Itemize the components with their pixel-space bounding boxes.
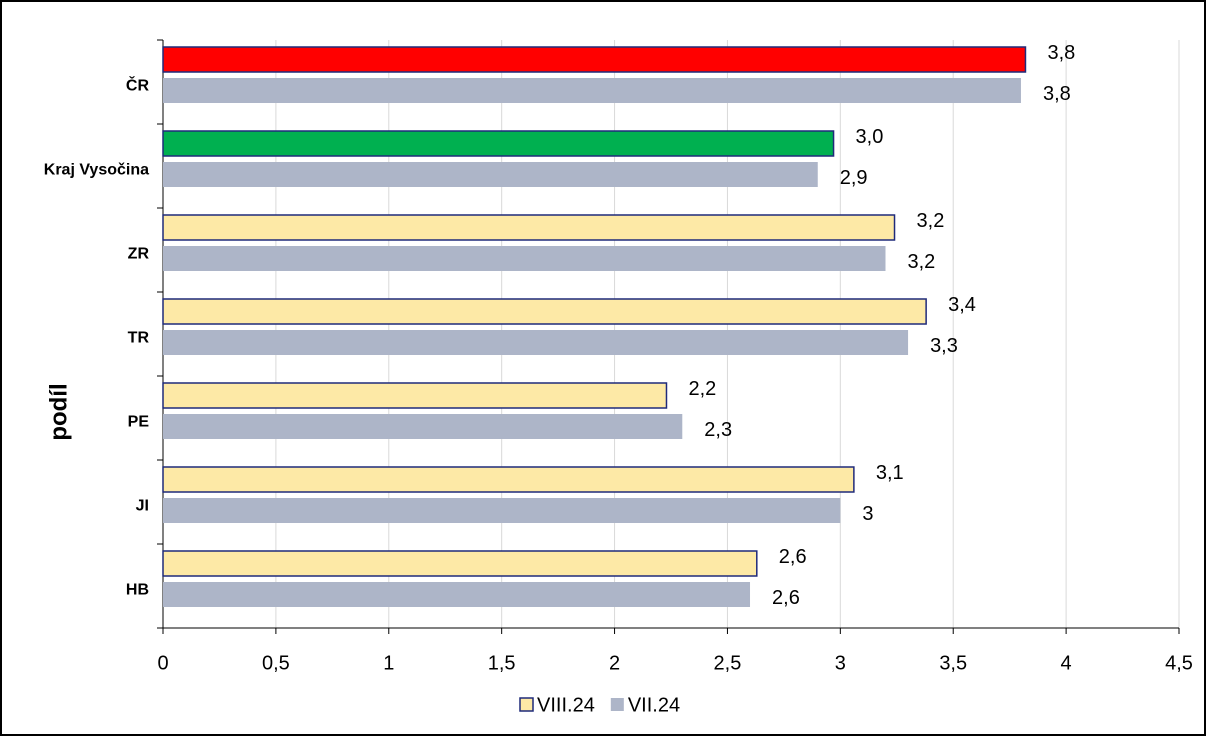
y-tick-label: PE — [127, 413, 149, 431]
value-label: 2,3 — [704, 419, 732, 441]
value-label: 3,2 — [907, 251, 935, 273]
x-tick-label: 4,5 — [1165, 652, 1193, 674]
value-label: 3 — [862, 503, 873, 525]
bar — [162, 46, 1027, 73]
value-label: 2,9 — [840, 167, 868, 189]
x-tick-label: 1,5 — [488, 652, 516, 674]
bar — [163, 78, 1021, 103]
y-tick-label: HB — [125, 581, 149, 599]
value-label: 3,8 — [1043, 83, 1071, 105]
bar — [162, 214, 896, 241]
bar — [162, 298, 927, 325]
y-tick-label: Kraj Vysočina — [43, 161, 149, 179]
bar — [162, 550, 758, 577]
value-label: 3,2 — [917, 210, 945, 232]
x-tick-label: 0,5 — [262, 652, 290, 674]
bar — [162, 382, 668, 409]
value-label: 3,0 — [856, 126, 884, 148]
x-tick-label: 0 — [157, 652, 168, 674]
value-label: 3,3 — [930, 335, 958, 357]
bar — [162, 130, 835, 157]
y-tick-label: ZR — [127, 245, 149, 263]
value-label: 3,1 — [876, 462, 904, 484]
x-tick-label: 2 — [609, 652, 620, 674]
x-tick-label: 2,5 — [714, 652, 742, 674]
y-axis-label: podíl — [45, 383, 72, 440]
value-label: 2,6 — [772, 587, 800, 609]
bar — [163, 414, 683, 439]
bar — [163, 162, 818, 187]
x-tick-label: 4 — [1061, 652, 1072, 674]
bar — [162, 466, 855, 493]
legend-label: VII.24 — [628, 694, 680, 716]
legend-swatch — [610, 698, 624, 711]
legend-swatch — [519, 697, 534, 712]
y-tick-label: JI — [135, 497, 149, 515]
y-tick-label: ČR — [125, 77, 149, 95]
x-tick-label: 3,5 — [939, 652, 967, 674]
bar — [163, 246, 886, 271]
value-label: 3,8 — [1047, 42, 1075, 64]
bar — [163, 330, 909, 355]
bar — [163, 498, 841, 523]
value-label: 2,6 — [779, 546, 807, 568]
value-label: 2,2 — [688, 378, 716, 400]
bar — [163, 582, 751, 607]
legend-label: VIII.24 — [537, 694, 595, 716]
y-tick-label: TR — [127, 329, 149, 347]
x-tick-label: 3 — [835, 652, 846, 674]
value-label: 3,4 — [948, 294, 976, 316]
x-tick-label: 1 — [383, 652, 394, 674]
